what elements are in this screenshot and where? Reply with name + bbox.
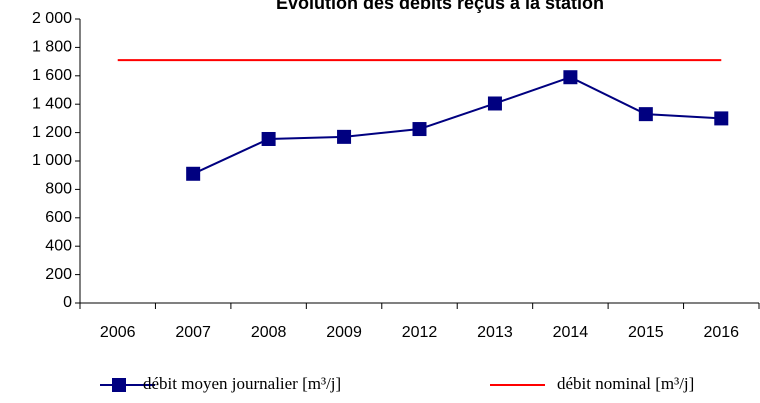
x-tick-label: 2014 [553, 324, 589, 341]
marker [186, 166, 201, 181]
marker [337, 129, 352, 144]
y-tick-label: 1 200 [32, 124, 72, 141]
x-tick-label: 2015 [628, 324, 664, 341]
y-tick-label: 1 000 [32, 152, 72, 169]
y-tick-label: 0 [63, 294, 72, 311]
legend-marker [112, 378, 126, 392]
x-tick-label: 2013 [477, 324, 513, 341]
marker [261, 131, 276, 146]
marker [487, 96, 502, 111]
x-tick-label: 2016 [703, 324, 739, 341]
x-tick-label: 2009 [326, 324, 362, 341]
x-tick-label: 2012 [402, 324, 438, 341]
y-tick-label: 200 [45, 266, 72, 283]
marker [412, 122, 427, 137]
series-line [192, 76, 722, 175]
x-tick-label: 2006 [100, 324, 136, 341]
chart-title: Evolution des débits reçus à la station [276, 0, 604, 13]
marker [638, 107, 653, 122]
y-tick-label: 1 600 [32, 67, 72, 84]
y-tick-label: 1 800 [32, 39, 72, 56]
legend-label: débit nominal [m³/j] [557, 374, 694, 393]
y-tick-label: 600 [45, 209, 72, 226]
legend-label: débit moyen journalier [m³/j] [143, 374, 341, 393]
marker [714, 111, 729, 126]
y-tick-label: 2 000 [32, 10, 72, 27]
x-tick-label: 2007 [175, 324, 211, 341]
y-tick-label: 800 [45, 181, 72, 198]
y-tick-label: 1 400 [32, 95, 72, 112]
marker [563, 70, 578, 85]
y-tick-label: 400 [45, 237, 72, 254]
x-tick-label: 2008 [251, 324, 287, 341]
